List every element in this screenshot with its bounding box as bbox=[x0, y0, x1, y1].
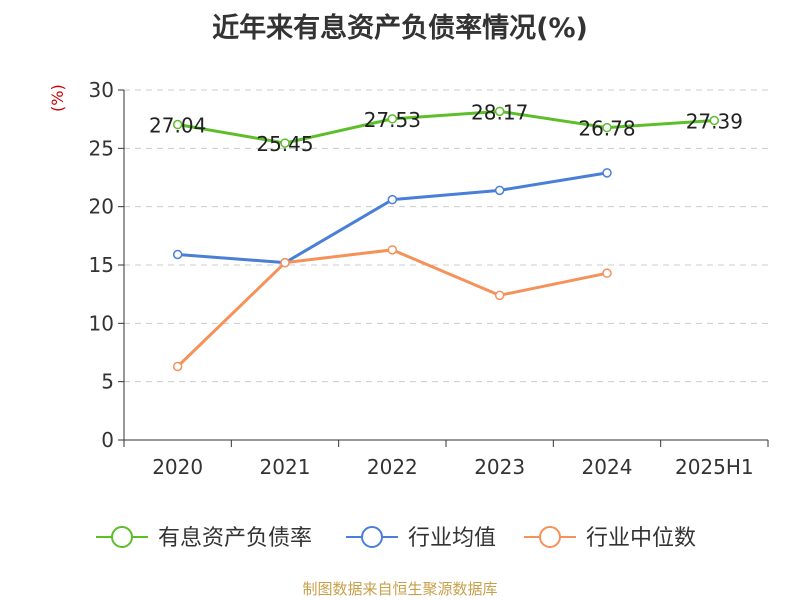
data-point bbox=[172, 249, 183, 260]
data-point bbox=[387, 245, 398, 255]
legend-label: 行业中位数 bbox=[586, 526, 696, 551]
data-point bbox=[172, 119, 183, 130]
x-tick-label: 2025H1 bbox=[675, 455, 754, 479]
data-point bbox=[494, 290, 505, 301]
x-tick-label: 2021 bbox=[260, 455, 311, 479]
y-tick-label: 0 bbox=[101, 428, 114, 452]
legend-marker bbox=[111, 526, 133, 548]
y-tick-label: 5 bbox=[101, 370, 114, 394]
data-labels: 27.04 25.45 27.53 28.17 26.78 27.39 bbox=[149, 100, 743, 156]
y-tick-label: 25 bbox=[89, 136, 114, 160]
legend-marker bbox=[361, 526, 383, 548]
data-point bbox=[172, 361, 183, 372]
data-point bbox=[280, 257, 290, 268]
data-label: 27.39 bbox=[686, 109, 743, 133]
x-tick-label: 2020 bbox=[152, 455, 203, 479]
y-tick-label: 15 bbox=[89, 253, 114, 277]
y-tick-label: 20 bbox=[89, 195, 114, 219]
data-point bbox=[387, 114, 398, 124]
series-line bbox=[177, 109, 715, 145]
legend-marker bbox=[539, 526, 561, 548]
data-point bbox=[494, 185, 505, 196]
data-point bbox=[387, 194, 398, 205]
y-tick-label: 30 bbox=[89, 78, 114, 102]
data-point bbox=[602, 268, 612, 278]
data-label: 28.17 bbox=[471, 100, 528, 124]
legend: 有息资产负债率 行业均值 行业中位数 bbox=[96, 526, 696, 551]
data-label: 26.78 bbox=[578, 117, 635, 141]
data-label: 27.53 bbox=[364, 108, 421, 132]
data-label: 25.45 bbox=[256, 132, 313, 156]
data-point bbox=[602, 168, 612, 178]
grid-lines bbox=[124, 89, 768, 383]
data-source: 制图数据来自恒生聚源数据库 bbox=[302, 580, 498, 598]
x-tick-label: 2024 bbox=[582, 455, 633, 479]
series-lines bbox=[172, 106, 720, 372]
data-point bbox=[280, 138, 290, 148]
data-point bbox=[709, 115, 720, 126]
chart-title: 近年来有息资产负债率情况(%) bbox=[212, 13, 588, 44]
legend-label: 有息资产负债率 bbox=[158, 526, 312, 551]
x-tick-label: 2023 bbox=[474, 455, 525, 479]
legend-label: 行业均值 bbox=[408, 526, 496, 551]
data-point bbox=[494, 106, 505, 117]
y-tick-label: 10 bbox=[89, 311, 114, 335]
data-point bbox=[602, 122, 612, 133]
axes: 0 5 10 15 20 25 30 2020 2021 2022 2023 2024 2025H1 bbox=[89, 78, 769, 479]
data-label: 27.04 bbox=[149, 114, 206, 138]
x-tick-label: 2022 bbox=[367, 455, 418, 479]
series-line bbox=[176, 248, 608, 368]
